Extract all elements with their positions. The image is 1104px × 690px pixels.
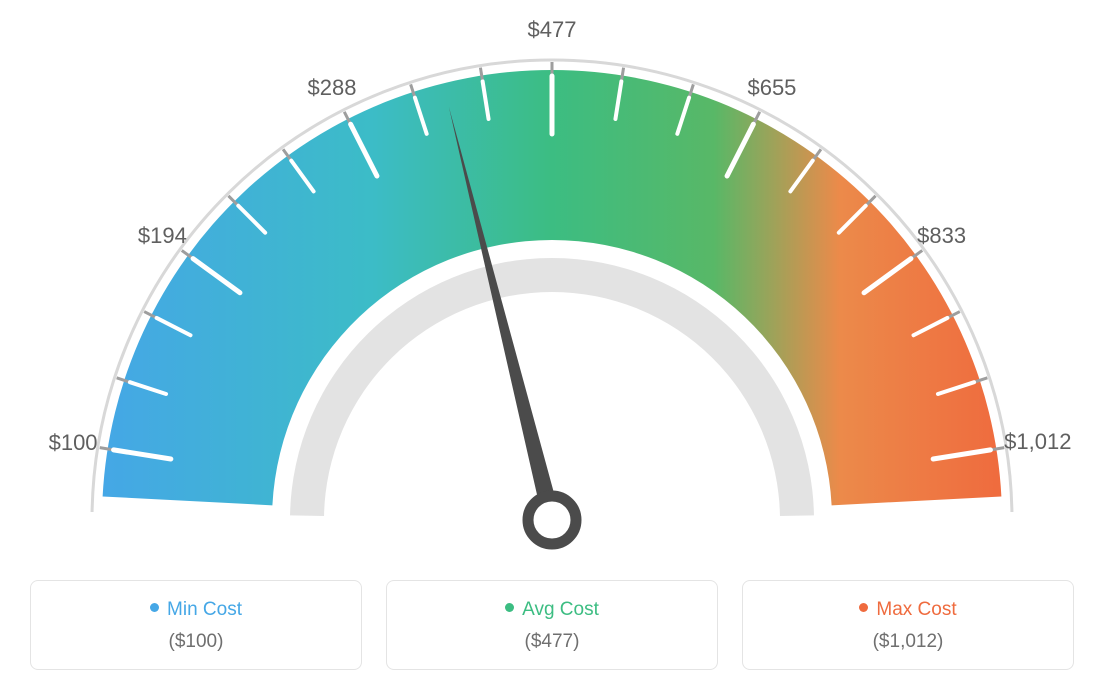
legend-title-max: Max Cost xyxy=(753,599,1063,621)
gauge-tick-label: $1,012 xyxy=(1004,429,1071,455)
legend-title-avg-text: Avg Cost xyxy=(522,599,599,620)
gauge-tick-label: $833 xyxy=(917,223,966,249)
legend-value-min: ($100) xyxy=(41,631,351,653)
dot-icon xyxy=(859,603,868,612)
legend-title-avg: Avg Cost xyxy=(397,599,707,621)
dot-icon xyxy=(150,603,159,612)
legend-value-max: ($1,012) xyxy=(753,631,1063,653)
legend-card-max: Max Cost ($1,012) xyxy=(742,580,1074,670)
legend-title-max-text: Max Cost xyxy=(876,599,956,620)
legend-title-min: Min Cost xyxy=(41,599,351,621)
chart-container: $100 $194 $288 $477 $655 $833 $1,012 Min Cost … xyxy=(0,0,1104,690)
legend-row: Min Cost ($100) Avg Cost ($477) Max Cost… xyxy=(30,580,1074,670)
legend-card-avg: Avg Cost ($477) xyxy=(386,580,718,670)
dot-icon xyxy=(505,603,514,612)
gauge-tick-label: $100 xyxy=(49,430,98,456)
legend-title-min-text: Min Cost xyxy=(167,599,242,620)
legend-value-avg: ($477) xyxy=(397,631,707,653)
gauge-tick-label: $194 xyxy=(138,223,187,249)
gauge-tick-label: $655 xyxy=(747,75,796,101)
legend-card-min: Min Cost ($100) xyxy=(30,580,362,670)
gauge-svg xyxy=(0,0,1104,560)
gauge: $100 $194 $288 $477 $655 $833 $1,012 xyxy=(0,0,1104,560)
gauge-tick-label: $288 xyxy=(308,75,357,101)
gauge-tick-label: $477 xyxy=(528,17,577,43)
